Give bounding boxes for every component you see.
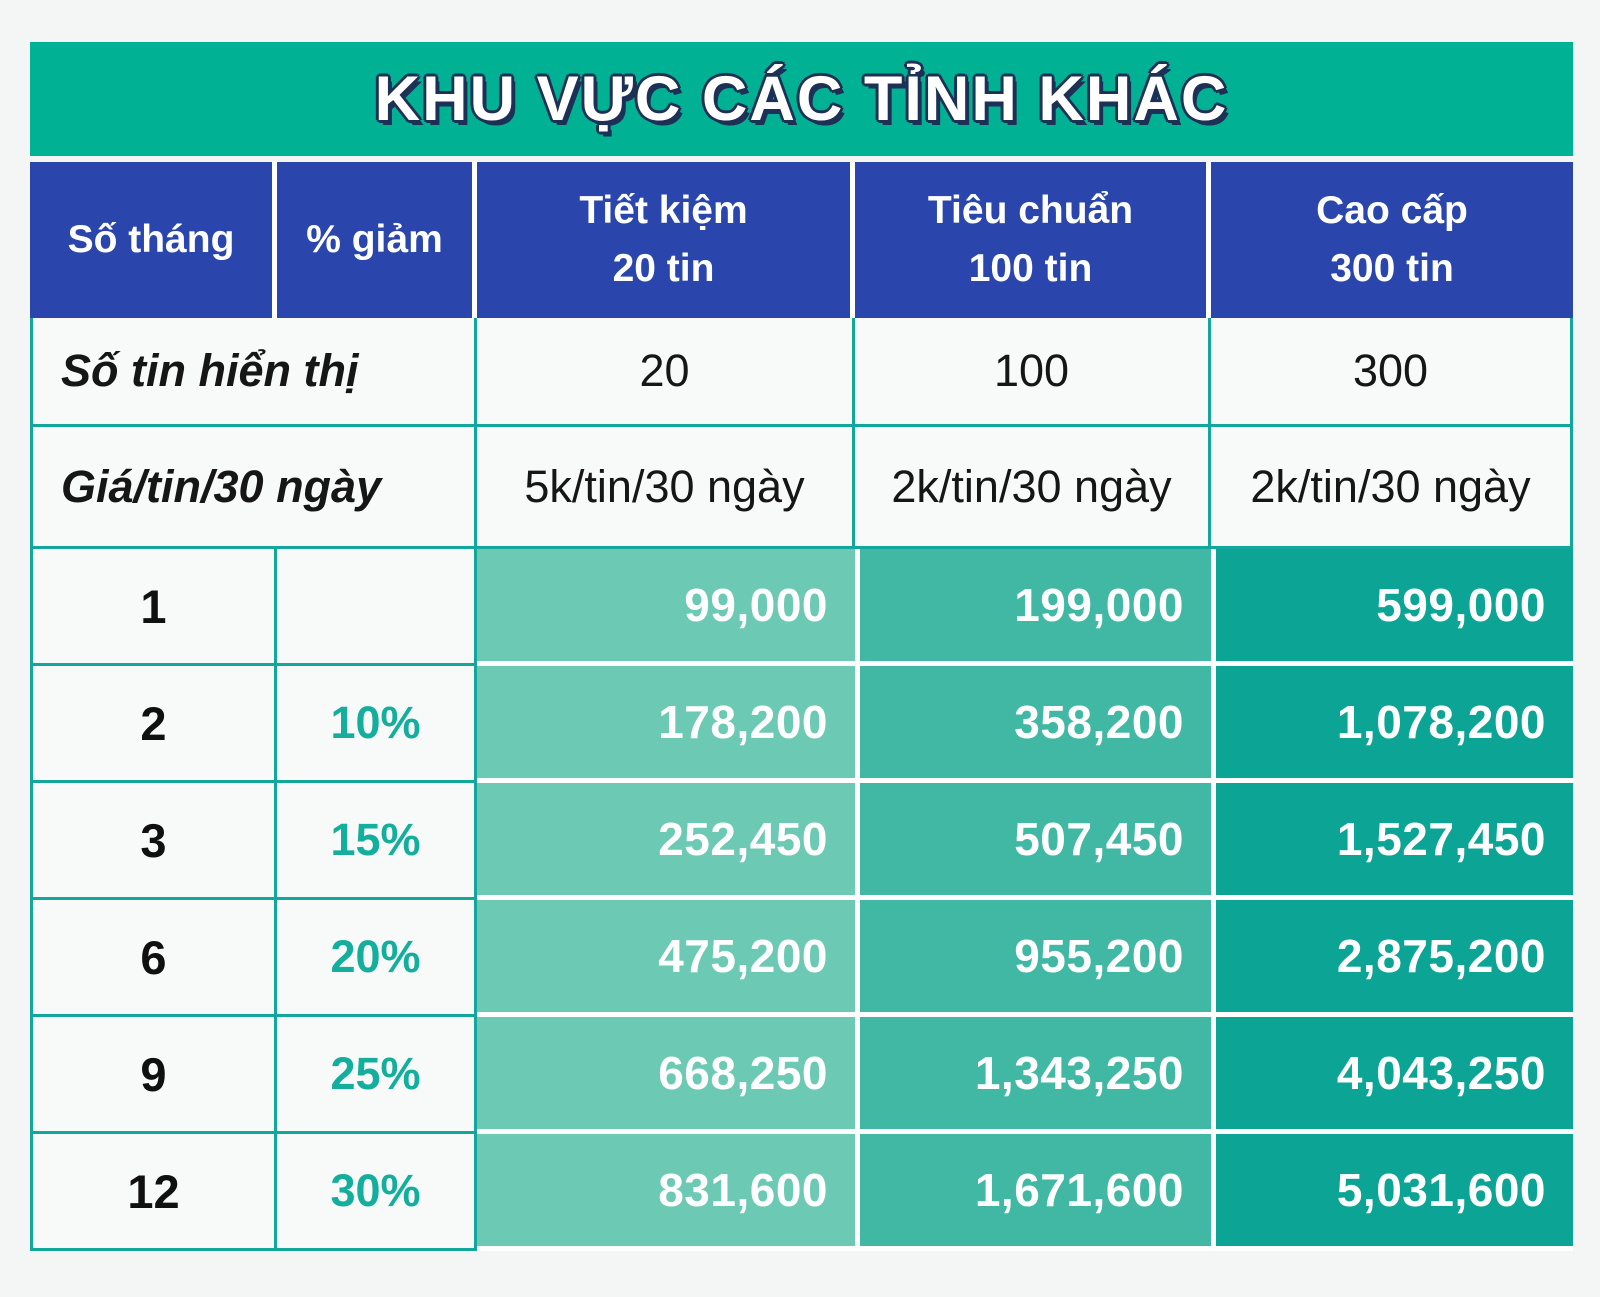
- info-row-label: Số tin hiển thị: [30, 318, 477, 427]
- price-cell: 1,527,450: [1211, 783, 1573, 900]
- price-cell: 599,000: [1211, 549, 1573, 666]
- price-cell: 5,031,600: [1211, 1134, 1573, 1251]
- months-cell: 9: [30, 1017, 277, 1134]
- price-cell: 1,343,250: [855, 1017, 1211, 1134]
- info-row: Giá/tin/30 ngày 5k/tin/30 ngày 2k/tin/30 n…: [30, 427, 1573, 549]
- header-plan-cao-cap: Cao cấp 300 tin: [1211, 162, 1573, 318]
- discount-cell: 10%: [277, 666, 477, 783]
- price-cell: 358,200: [855, 666, 1211, 783]
- info-row-value: 300: [1211, 318, 1573, 427]
- pricing-table: KHU VỰC CÁC TỈNH KHÁC Số tháng % giảm Ti…: [30, 42, 1573, 1251]
- header-months: Số tháng: [30, 162, 277, 318]
- price-cell: 955,200: [855, 900, 1211, 1017]
- price-cell: 507,450: [855, 783, 1211, 900]
- header-discount-label: % giảm: [306, 217, 443, 261]
- price-cell: 178,200: [477, 666, 855, 783]
- discount-cell: 25%: [277, 1017, 477, 1134]
- plan-quota: 20 tin: [612, 247, 715, 290]
- price-cell: 475,200: [477, 900, 855, 1017]
- info-row-label: Giá/tin/30 ngày: [30, 427, 477, 549]
- table-header-row: Số tháng % giảm Tiết kiệm 20 tin Tiêu ch…: [30, 162, 1573, 318]
- info-row-value: 2k/tin/30 ngày: [1211, 427, 1573, 549]
- info-row: Số tin hiển thị 20 100 300: [30, 318, 1573, 427]
- discount-cell: 20%: [277, 900, 477, 1017]
- header-plan-tiet-kiem: Tiết kiệm 20 tin: [477, 162, 855, 318]
- header-plan-tieu-chuan: Tiêu chuẩn 100 tin: [855, 162, 1211, 318]
- header-discount: % giảm: [277, 162, 477, 318]
- price-row: 1 99,000 199,000 599,000: [30, 549, 1573, 666]
- months-cell: 6: [30, 900, 277, 1017]
- info-row-value: 5k/tin/30 ngày: [477, 427, 855, 549]
- price-cell: 668,250: [477, 1017, 855, 1134]
- price-row: 6 20% 475,200 955,200 2,875,200: [30, 900, 1573, 1017]
- price-cell: 199,000: [855, 549, 1211, 666]
- price-cell: 4,043,250: [1211, 1017, 1573, 1134]
- price-row: 3 15% 252,450 507,450 1,527,450: [30, 783, 1573, 900]
- discount-cell: 30%: [277, 1134, 477, 1251]
- discount-cell: [277, 549, 477, 666]
- header-months-label: Số tháng: [67, 217, 235, 261]
- months-cell: 1: [30, 549, 277, 666]
- price-cell: 1,078,200: [1211, 666, 1573, 783]
- months-cell: 2: [30, 666, 277, 783]
- price-cell: 831,600: [477, 1134, 855, 1251]
- info-rows: Số tin hiển thị 20 100 300 Giá/tin/30 ngày 5k…: [30, 318, 1573, 549]
- table-title: KHU VỰC CÁC TỈNH KHÁC: [374, 64, 1229, 134]
- price-cell: 1,671,600: [855, 1134, 1211, 1251]
- plan-name: Cao cấp: [1316, 188, 1468, 232]
- info-row-value: 20: [477, 318, 855, 427]
- plan-quota: 300 tin: [1330, 247, 1454, 290]
- price-cell: 99,000: [477, 549, 855, 666]
- plan-name: Tiết kiệm: [579, 188, 748, 232]
- months-cell: 3: [30, 783, 277, 900]
- info-row-value: 2k/tin/30 ngày: [855, 427, 1211, 549]
- price-row: 9 25% 668,250 1,343,250 4,043,250: [30, 1017, 1573, 1134]
- price-row: 2 10% 178,200 358,200 1,078,200: [30, 666, 1573, 783]
- plan-name: Tiêu chuẩn: [927, 188, 1134, 232]
- months-cell: 12: [30, 1134, 277, 1251]
- plan-quota: 100 tin: [968, 247, 1093, 290]
- price-cell: 2,875,200: [1211, 900, 1573, 1017]
- table-title-bar: KHU VỰC CÁC TỈNH KHÁC: [30, 42, 1573, 156]
- info-row-value: 100: [855, 318, 1211, 427]
- pricing-rows: 1 99,000 199,000 599,000 2 10% 178,200 358,200 1…: [30, 549, 1573, 1251]
- price-cell: 252,450: [477, 783, 855, 900]
- price-row: 12 30% 831,600 1,671,600 5,031,600: [30, 1134, 1573, 1251]
- discount-cell: 15%: [277, 783, 477, 900]
